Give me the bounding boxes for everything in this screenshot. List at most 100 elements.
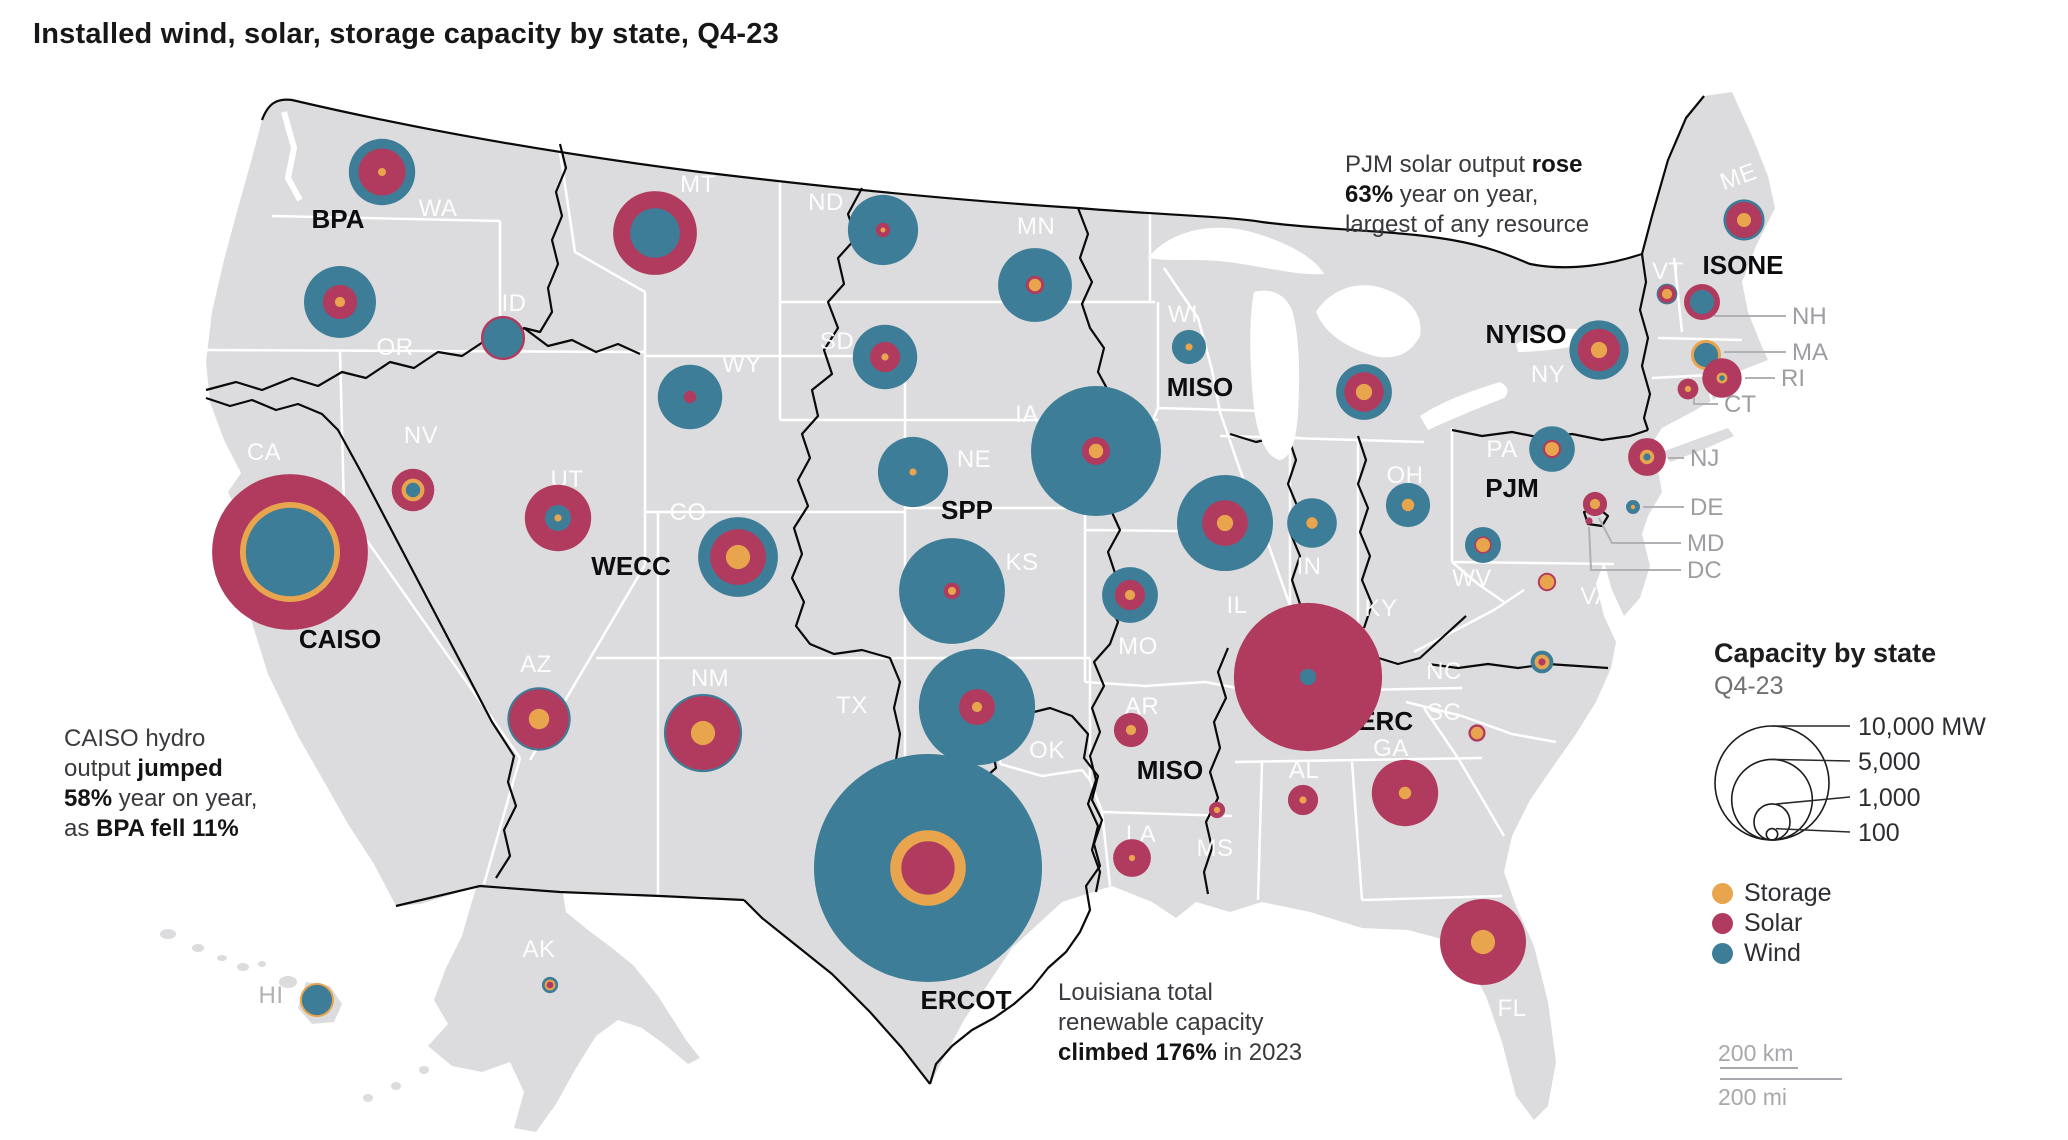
canada-border <box>260 95 1705 269</box>
bubble-MD-storage <box>1589 498 1601 510</box>
state-label-HI: HI <box>259 982 284 1009</box>
hawaii-island <box>237 963 249 971</box>
size-label-100: 100 <box>1858 819 1900 847</box>
hawaii-island <box>258 961 266 967</box>
state-label-MO: MO <box>1118 633 1158 660</box>
state-label-NC: NC <box>1426 658 1462 685</box>
state-label-AL: AL <box>1289 757 1319 784</box>
lake-erie <box>1420 382 1508 430</box>
state-label-VA: VA <box>1580 583 1611 610</box>
callout-label-MD: MD <box>1687 530 1724 557</box>
region-label-ISONE: ISONE <box>1703 250 1784 280</box>
bubble-AR-storage <box>1125 724 1137 736</box>
size-legend: 10,000 MW 5,000 1,000 100 <box>1714 713 1986 847</box>
region-label-MISO: MISO <box>1167 372 1233 402</box>
annotation-caiso-note: CAISO hydro output jumped 58% year on year… <box>64 725 258 842</box>
callout-label-DE: DE <box>1690 494 1723 521</box>
bubble-AK-solar <box>546 981 554 989</box>
region-labels: BPA CAISO WECC SPP MISO MISO ERCOT PJM NYISO ISON… <box>299 204 1784 1015</box>
bubble-CA-wind <box>245 507 335 597</box>
bubble-WV-storage <box>1476 538 1490 552</box>
bubble-AL-storage <box>1299 796 1307 804</box>
leader-line-CT <box>1693 397 1718 405</box>
region-label-WECC: WECC <box>591 551 671 581</box>
size-ring-1000 <box>1753 803 1791 841</box>
state-label-KY: KY <box>1364 595 1397 622</box>
state-label-TX: TX <box>836 692 868 719</box>
bubble-OR-storage <box>334 296 346 308</box>
bubble-DE-storage <box>1630 504 1636 510</box>
state-label-KS: KS <box>1005 549 1038 576</box>
bubble-NY-storage <box>1590 341 1608 359</box>
bubble-TX-solar <box>901 841 955 895</box>
hawaii-island <box>279 976 297 988</box>
great-lakes <box>281 111 1587 460</box>
leader-line-MD <box>1598 517 1681 544</box>
bubble-LA-storage <box>1128 854 1136 862</box>
bubble-MS-storage <box>1213 806 1221 814</box>
state-label-ND: ND <box>808 189 844 216</box>
state-label-IA: IA <box>1015 401 1039 428</box>
size-leader-5000 <box>1771 758 1851 762</box>
size-label-5000: 5,000 <box>1858 748 1921 776</box>
legend-item-label: Solar <box>1744 908 1803 937</box>
state-label-IL: IL <box>1226 592 1247 619</box>
region-label-SPP: SPP <box>941 495 993 525</box>
bubble-OH-storage <box>1401 498 1415 512</box>
bubble-KS-storage <box>948 587 956 595</box>
wind-swatch-icon <box>1712 942 1733 964</box>
callout-label-MA: MA <box>1792 339 1828 366</box>
leader-line-DC <box>1588 526 1681 571</box>
ercot-boundary <box>907 706 1104 1085</box>
lake-superior <box>1148 227 1324 275</box>
legend-subtitle: Q4-23 <box>1714 672 1784 700</box>
wecc-east-boundary <box>790 187 906 891</box>
bubble-MN-storage <box>1028 278 1042 292</box>
aleutian-island <box>419 1066 429 1074</box>
size-label-10000: 10,000 MW <box>1858 713 1986 741</box>
chart-title: Installed wind, solar, storage capacity … <box>33 18 779 50</box>
state-label-CO: CO <box>670 499 707 526</box>
state-label-OR: OR <box>377 334 414 361</box>
hawaii-island <box>160 929 176 939</box>
region-label-PJM: PJM <box>1485 473 1538 503</box>
lake-michigan <box>1250 290 1300 460</box>
scale-km-label: 200 km <box>1718 1040 1794 1066</box>
bubble-CO-storage <box>725 544 751 570</box>
bubble-VA-storage <box>1539 574 1555 590</box>
state-label-MT: MT <box>680 171 716 198</box>
size-leader-1000 <box>1775 796 1851 805</box>
state-label-ID: ID <box>502 290 527 317</box>
region-label-NYISO: NYISO <box>1486 319 1567 349</box>
callout-label-NJ: NJ <box>1690 445 1719 472</box>
annotation-pjm-note: PJM solar output rose 63% year on year, la… <box>1345 151 1590 238</box>
state-label-IN: IN <box>1297 553 1322 580</box>
aleutian-island <box>363 1094 373 1102</box>
legend-item-storage: Storage <box>1712 878 1832 908</box>
state-label-AZ: AZ <box>520 651 552 678</box>
bubble-WA-storage <box>378 168 386 176</box>
aleutian-island <box>391 1082 401 1090</box>
state-label-OK: OK <box>1029 737 1065 764</box>
bubble-NJ-wind <box>1643 453 1651 461</box>
hawaii-island <box>192 944 204 952</box>
bubble-OK-storage <box>971 701 983 713</box>
bubble-TN-wind <box>1299 668 1317 686</box>
state-borders <box>205 151 1743 902</box>
callout-label-NH: NH <box>1792 303 1827 330</box>
state-label-VT: VT <box>1652 258 1684 285</box>
long-island <box>1662 428 1734 462</box>
legend-item-wind: Wind <box>1712 938 1832 968</box>
callout-label-RI: RI <box>1781 365 1805 392</box>
state-label-NE: NE <box>957 446 991 473</box>
state-label-PA: PA <box>1486 436 1517 463</box>
bubble-UT-storage <box>554 514 562 522</box>
mexico-border <box>395 884 931 1085</box>
puget-sound <box>281 111 303 202</box>
state-label-GA: GA <box>1373 735 1409 762</box>
state-label-CA: CA <box>247 439 281 466</box>
state-label-MI: MI <box>1358 321 1386 348</box>
callout-label-DC: DC <box>1687 557 1722 584</box>
